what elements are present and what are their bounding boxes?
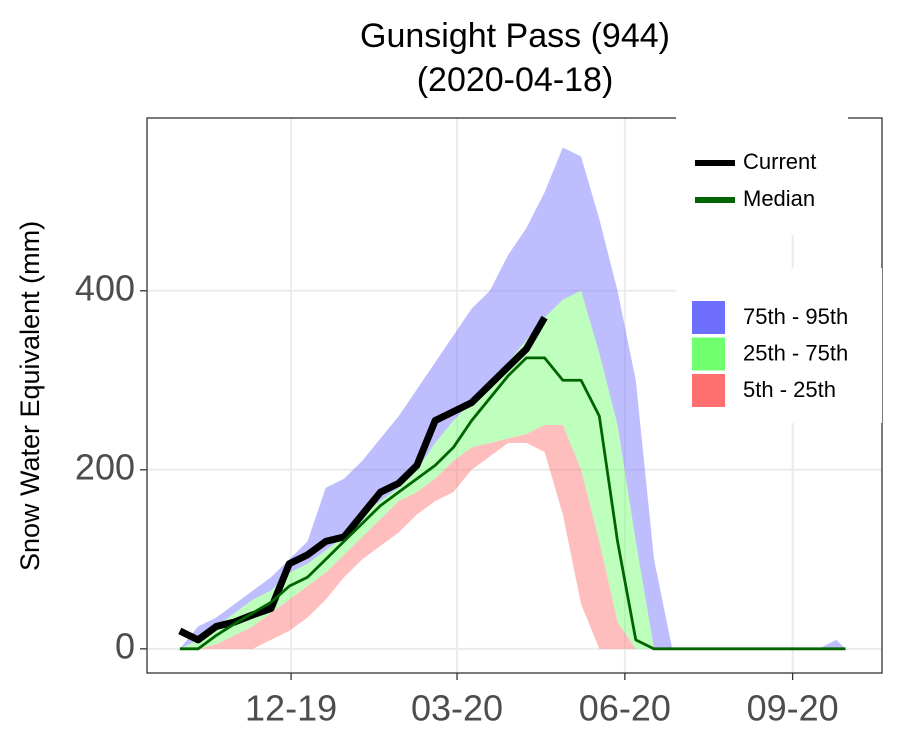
series-line <box>179 356 846 651</box>
y-tick-label: 0 <box>115 625 135 666</box>
chart-subtitle: (2020-04-18) <box>417 61 614 99</box>
legend-key <box>692 337 725 371</box>
y-tick-label: 200 <box>75 446 135 487</box>
legend-label: Median <box>743 186 815 211</box>
legend-key <box>692 374 725 407</box>
legend-box <box>676 110 848 235</box>
y-tick-label: 400 <box>75 267 135 308</box>
chart-title: Gunsight Pass (944) <box>360 17 670 55</box>
legend-label: Current <box>743 149 816 174</box>
x-tick-label: 06-20 <box>579 688 671 729</box>
legend-label: 25th - 75th <box>743 340 848 365</box>
x-tick-label: 09-20 <box>747 688 839 729</box>
legend-key <box>692 301 725 334</box>
x-tick-label: 03-20 <box>411 688 503 729</box>
legend-label: 75th - 95th <box>743 304 848 329</box>
legend-label: 5th - 25th <box>743 377 836 402</box>
y-axis-label: Snow Water Equivalent (mm) <box>15 221 45 571</box>
percentile-band <box>179 147 846 649</box>
x-tick-label: 12-19 <box>245 688 337 729</box>
